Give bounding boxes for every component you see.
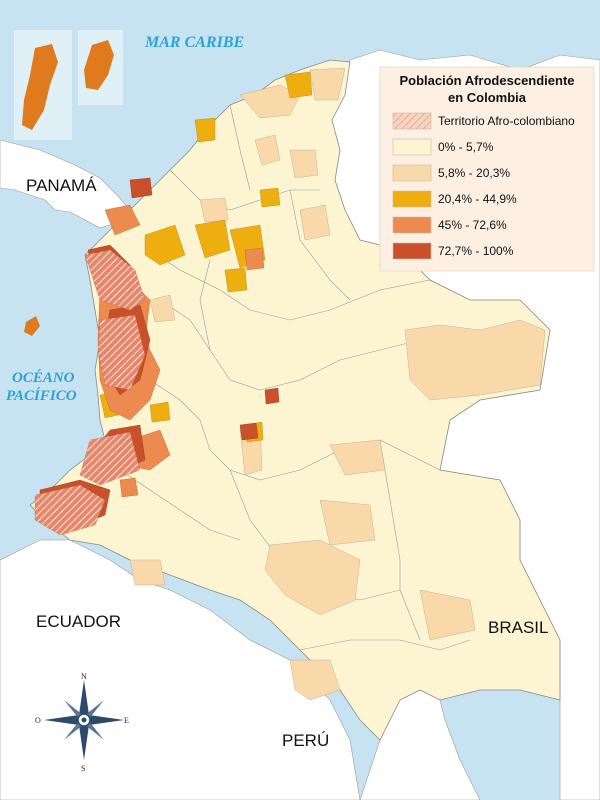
department-borders xyxy=(119,104,471,651)
legend-items: Territorio Afro-colombiano 0% - 5,7% 5,8% … xyxy=(392,112,575,260)
compass-north-label: N xyxy=(81,672,87,681)
legend-swatch-1 xyxy=(392,138,432,156)
legend-label-2: 5,8% - 20,3% xyxy=(438,166,510,180)
legend-swatch-4 xyxy=(392,216,432,234)
compass-rose-icon xyxy=(44,680,124,760)
san-andres-island xyxy=(22,44,58,130)
legend-swatch-5 xyxy=(392,242,432,260)
compass-south-label: S xyxy=(81,764,85,773)
legend-swatch-0 xyxy=(392,112,432,130)
legend-swatch-3 xyxy=(392,190,432,208)
peru-label: PERÚ xyxy=(282,731,329,750)
regions-5-8-to-20-3 xyxy=(129,67,546,701)
legend-label-1: 0% - 5,7% xyxy=(438,140,494,154)
legend-label-0: Territorio Afro-colombiano xyxy=(438,114,575,128)
compass-east-label: E xyxy=(124,716,129,725)
legend-label-3: 20,4% - 44,9% xyxy=(438,192,517,206)
malpelo-island xyxy=(24,316,40,336)
compass-west-label: O xyxy=(35,716,41,725)
brasil-label: BRASIL xyxy=(488,618,548,637)
legend-title-line2: en Colombia xyxy=(448,90,527,105)
legend-swatch-2 xyxy=(392,164,432,182)
legend-label-5: 72,7% - 100% xyxy=(438,244,514,258)
providencia-island xyxy=(84,40,114,90)
afro-colombian-territories xyxy=(34,249,146,536)
south-landmass xyxy=(0,539,361,800)
legend-title-line1: Población Afrodescendiente xyxy=(399,73,574,88)
caribbean-sea-label: MAR CARIBE xyxy=(144,34,244,51)
central-america-landmass xyxy=(0,139,131,229)
ecuador-label: ECUADOR xyxy=(36,612,121,631)
pacific-ocean-label-line1: OCÉANO xyxy=(12,369,75,386)
panama-label: PANAMÁ xyxy=(26,176,97,195)
legend: Población Afrodescendiente en Colombia T… xyxy=(379,66,595,272)
pacific-ocean-label-line2: PACÍFICO xyxy=(6,387,77,404)
legend-label-4: 45% - 72,6% xyxy=(438,218,507,232)
